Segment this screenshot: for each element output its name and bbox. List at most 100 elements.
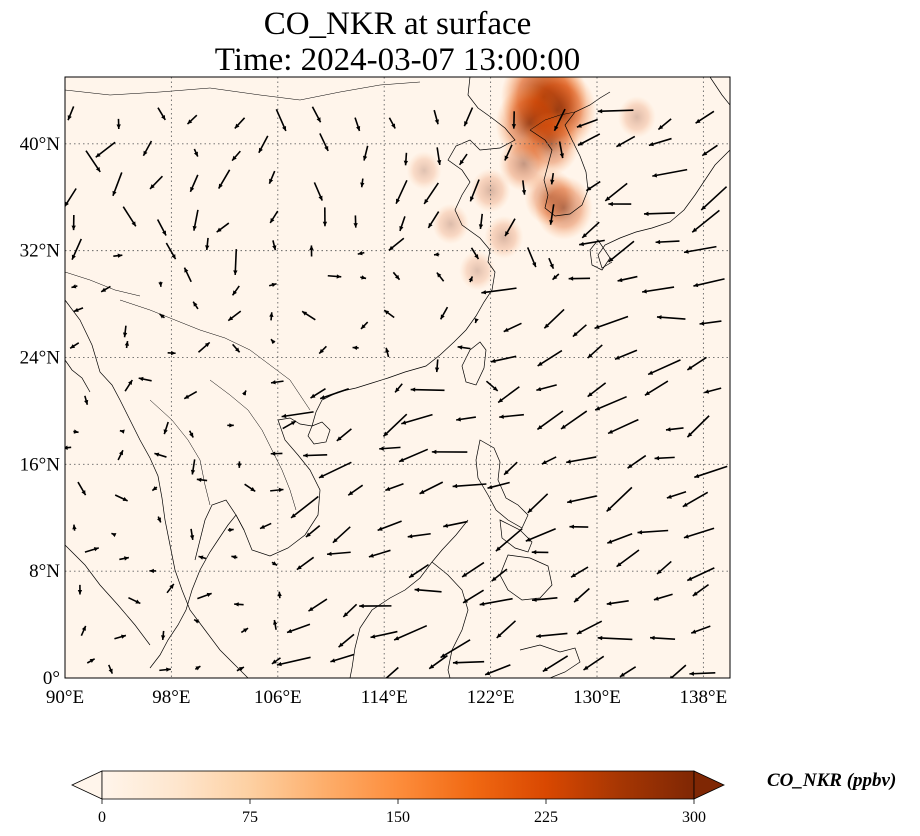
wind-arrow (576, 118, 598, 128)
wind-arrow (271, 657, 281, 665)
co-hotspot (617, 96, 656, 138)
wind-arrow (573, 587, 590, 603)
wind-arrow (352, 345, 359, 351)
wind-arrow (271, 561, 278, 567)
wind-arrow (156, 219, 167, 236)
wind-arrow (531, 550, 549, 555)
wind-arrow (700, 186, 728, 211)
wind-arrow (272, 240, 277, 251)
lat-tick-label: 32°N (20, 241, 61, 262)
wind-arrow (566, 456, 597, 464)
wind-arrow (242, 390, 247, 396)
wind-arrow (627, 454, 647, 469)
co-field-layer (406, 77, 656, 291)
wind-arrow (234, 117, 246, 129)
wind-arrow (558, 141, 565, 159)
wind-arrow (543, 308, 565, 329)
wind-arrow (587, 382, 607, 398)
wind-arrow (338, 633, 355, 648)
wind-arrow (270, 338, 276, 345)
wind-arrow (452, 483, 487, 489)
wind-arrow (167, 350, 176, 356)
wind-arrow (330, 653, 355, 663)
wind-arrow (531, 596, 558, 602)
wind-arrow (606, 600, 629, 606)
wind-arrow (151, 486, 158, 492)
wind-arrow (309, 245, 314, 257)
border-india (65, 271, 141, 297)
wind-arrow (485, 380, 499, 392)
wind-arrow (216, 222, 230, 233)
wind-arrow (80, 625, 87, 636)
wind-arrow (392, 271, 401, 281)
plot-background (65, 77, 730, 678)
wind-arrow (268, 170, 276, 185)
wind-arrow (296, 556, 315, 571)
co-hotspot (432, 203, 470, 245)
wind-arrow (270, 451, 283, 456)
wind-arrow (327, 274, 342, 279)
wind-arrow (305, 524, 321, 538)
wind-arrow (569, 524, 589, 529)
wind-arrow (693, 278, 725, 288)
wind-arrow (686, 356, 707, 371)
wind-arrow (585, 180, 601, 192)
wind-arrow (423, 182, 439, 205)
wind-arrow (385, 483, 404, 492)
wind-arrow (643, 211, 675, 216)
wind-arrow (122, 206, 137, 227)
wind-arrow (303, 453, 328, 458)
wind-arrow (686, 567, 715, 582)
wind-arrow (511, 111, 517, 129)
wind-arrow (597, 635, 633, 641)
wind-arrow (318, 461, 352, 479)
border-laos-vietnam (209, 379, 297, 511)
wind-arrow (637, 529, 669, 535)
wind-arrow (614, 349, 638, 360)
wind-arrow (469, 179, 480, 202)
lat-tick-label: 24°N (20, 347, 61, 368)
wind-arrow (550, 172, 555, 185)
coastline-sulawesi (519, 644, 581, 678)
wind-arrow (443, 520, 468, 528)
wind-arrow (332, 526, 351, 544)
wind-arrow (108, 664, 114, 674)
wind-arrow (699, 320, 722, 326)
wind-arrow (189, 528, 195, 541)
wind-arrow (526, 247, 537, 268)
wind-arrow (690, 625, 711, 634)
wind-arrow (641, 286, 675, 294)
wind-arrow (616, 135, 636, 148)
wind-arrow (360, 275, 367, 280)
wind-arrow (608, 201, 632, 207)
wind-arrow (227, 527, 234, 533)
wind-arrow (196, 477, 208, 483)
wind-arrow (525, 528, 556, 542)
wind-arrow (474, 318, 479, 324)
wind-arrow (193, 148, 199, 157)
wind-arrow (607, 418, 639, 435)
wind-arrow (276, 656, 311, 667)
wind-arrow (65, 445, 72, 450)
coastline-hokkaido (709, 77, 730, 106)
wind-arrow (683, 527, 715, 539)
wind-arrow (77, 584, 83, 595)
wind-arrow (357, 250, 365, 256)
co-hotspot (459, 250, 496, 291)
coastline-myanmar (65, 299, 176, 571)
wind-arrow (270, 487, 284, 493)
wind-arrow (122, 325, 128, 338)
wind-arrow (119, 429, 125, 434)
co-hotspot (484, 215, 524, 259)
lat-tick-label: 40°N (20, 134, 61, 155)
wind-arrow (227, 310, 242, 322)
coastline-malay-peninsula (174, 569, 249, 678)
title-line-2: Time: 2024-03-07 13:00:00 (214, 42, 581, 78)
wind-arrow (665, 427, 684, 432)
wind-arrow (114, 494, 128, 502)
lat-tick-label: 16°N (20, 454, 61, 475)
wind-arrow (188, 430, 194, 438)
coastline-hainan (307, 421, 331, 445)
wind-arrow (478, 213, 484, 230)
wind-arrow (128, 596, 141, 605)
